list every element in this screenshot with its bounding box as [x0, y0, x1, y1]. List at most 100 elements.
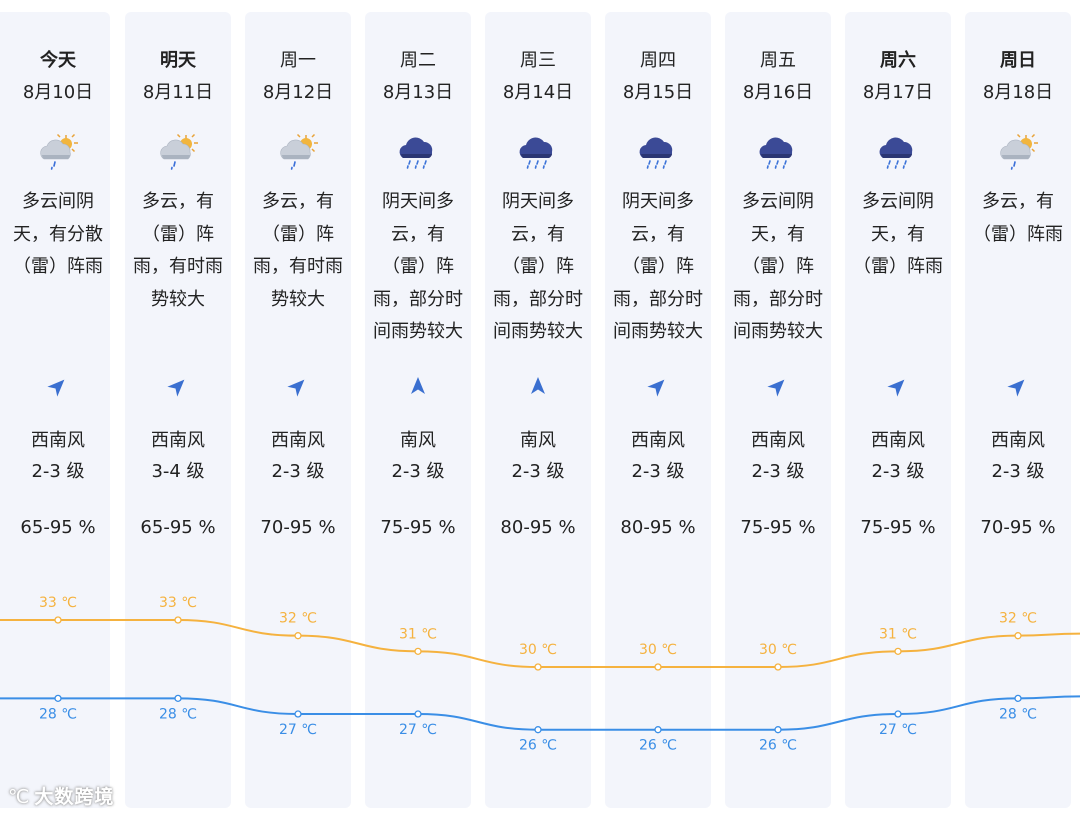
weather-description-line: 势较大 [151, 288, 205, 310]
weather-description-line: （雷）阵雨 [13, 256, 103, 277]
humidity-label: 80-95 % [620, 517, 696, 538]
wind-direction-label: 南风 [520, 430, 556, 451]
wind-direction-icon [406, 374, 430, 398]
low-temp-label: 26 ℃ [519, 738, 557, 754]
high-temp-label: 31 ℃ [879, 626, 917, 642]
partly-cloudy-rain-icon [156, 132, 200, 172]
high-temp-label: 30 ℃ [639, 642, 677, 658]
high-temp-point [1014, 632, 1022, 640]
rain-cloud-icon [756, 132, 800, 172]
weather-description-line: 间雨势较大 [613, 321, 703, 342]
low-temp-label: 26 ℃ [639, 738, 677, 754]
wind-direction-icon [886, 374, 910, 398]
high-temp-point [534, 663, 542, 671]
wind-direction-icon [286, 374, 310, 398]
high-temp-point [654, 663, 662, 671]
wind-direction-label: 西南风 [871, 430, 925, 451]
watermark-text: 大数跨境 [34, 786, 115, 808]
weather-description-line: 阴天间多 [382, 191, 454, 212]
low-temp-point [54, 694, 62, 702]
high-temp-label: 33 ℃ [39, 595, 77, 611]
day-name-label: 周日 [1000, 50, 1036, 71]
low-temp-label: 28 ℃ [159, 706, 197, 722]
wind-level-label: 2-3 级 [871, 461, 925, 482]
weather-description-line: 雨，部分时 [493, 288, 583, 310]
weather-description-line: （雷）阵 [502, 256, 574, 277]
weather-description-line: 天，有 [751, 223, 805, 245]
humidity-label: 75-95 % [380, 517, 456, 538]
weather-description-line: 多云，有 [142, 191, 214, 212]
wind-direction-icon [526, 374, 550, 398]
weather-description: 阴天间多云，有 （雷）阵雨，部分时间雨势较大 [481, 186, 595, 349]
weather-description-line: 多云，有 [982, 191, 1054, 212]
weather-description-line: 雨，有时雨 [133, 256, 223, 277]
low-temp-label: 26 ℃ [759, 738, 797, 754]
day-date-label: 8月12日 [262, 82, 334, 103]
wind-direction-icon [1006, 374, 1030, 398]
rain-cloud-icon [636, 132, 680, 172]
high-temp-label: 31 ℃ [399, 626, 437, 642]
humidity-label: 65-95 % [140, 517, 216, 538]
day-date-label: 8月15日 [622, 82, 694, 103]
day-date-label: 8月14日 [502, 82, 574, 103]
weather-description-line: （雷）阵 [622, 256, 694, 277]
weather-description-line: 云，有 [631, 223, 685, 245]
low-temp-point [294, 710, 302, 718]
humidity-label: 70-95 % [260, 517, 336, 538]
weather-description: 多云间阴 天，有 （雷）阵 雨，部分时 间雨势较大 [721, 186, 835, 349]
weather-description-line: （雷）阵 [142, 223, 214, 245]
high-temp-point [294, 632, 302, 640]
day-name-label: 周五 [760, 50, 796, 71]
high-temp-label: 32 ℃ [279, 611, 317, 627]
day-name-label: 周一 [280, 50, 316, 71]
low-temp-point [774, 726, 782, 734]
high-temp-point [894, 647, 902, 655]
low-temp-label: 27 ℃ [279, 722, 317, 738]
rain-cloud-icon [396, 132, 440, 172]
wind-level-label: 3-4 级 [151, 461, 205, 482]
wind-level-label: 2-3 级 [31, 461, 85, 482]
weather-description-line: 间雨势较大 [733, 321, 823, 342]
wind-direction-icon [166, 374, 190, 398]
wind-direction-label: 南风 [400, 430, 436, 451]
weather-description-line: 势较大 [271, 288, 325, 310]
day-name-label: 周三 [520, 50, 556, 71]
partly-cloudy-rain-icon [276, 132, 320, 172]
weather-description-line: 多云间阴 [742, 191, 814, 212]
wind-direction-label: 西南风 [271, 430, 325, 451]
wind-level-label: 2-3 级 [631, 461, 685, 482]
day-name-label: 周四 [640, 50, 676, 71]
high-temp-point [54, 616, 62, 624]
day-date-label: 8月16日 [742, 82, 814, 103]
wind-level-label: 2-3 级 [391, 461, 445, 482]
weather-description-line: （雷）阵 [382, 256, 454, 277]
wind-level-label: 2-3 级 [751, 461, 805, 482]
high-temp-label: 33 ℃ [159, 595, 197, 611]
day-date-label: 8月10日 [22, 82, 94, 103]
weather-description-line: （雷）阵雨 [973, 223, 1063, 245]
wind-level-label: 2-3 级 [991, 461, 1045, 482]
partly-cloudy-rain-icon [996, 132, 1040, 172]
rain-cloud-icon [876, 132, 920, 172]
high-temp-label: 30 ℃ [759, 642, 797, 658]
humidity-label: 65-95 % [20, 517, 96, 538]
weather-description-line: 云，有 [511, 223, 565, 245]
low-temp-label: 28 ℃ [39, 706, 77, 722]
weather-description-line: 间雨势较大 [493, 321, 583, 342]
wind-direction-label: 西南风 [631, 430, 685, 451]
low-temp-label: 27 ℃ [399, 722, 437, 738]
partly-cloudy-rain-icon [36, 132, 80, 172]
weather-description-line: 雨，部分时 [373, 288, 463, 310]
wind-direction-label: 西南风 [991, 430, 1045, 451]
weather-description-line: 间雨势较大 [373, 321, 463, 342]
weather-description: 多云，有 （雷）阵 雨，有时雨 势较大 [241, 186, 355, 316]
wind-direction-label: 西南风 [751, 430, 805, 451]
low-temp-point [414, 710, 422, 718]
humidity-label: 75-95 % [740, 517, 816, 538]
weather-description: 阴天间多 云，有 （雷）阵 雨，部分时 间雨势较大 [361, 186, 475, 349]
weather-description: 多云，有 （雷）阵雨，有时雨势较大 [121, 186, 235, 316]
weather-description-line: 阴天间多 [502, 191, 574, 212]
weather-description-line: （雷）阵 [742, 256, 814, 277]
